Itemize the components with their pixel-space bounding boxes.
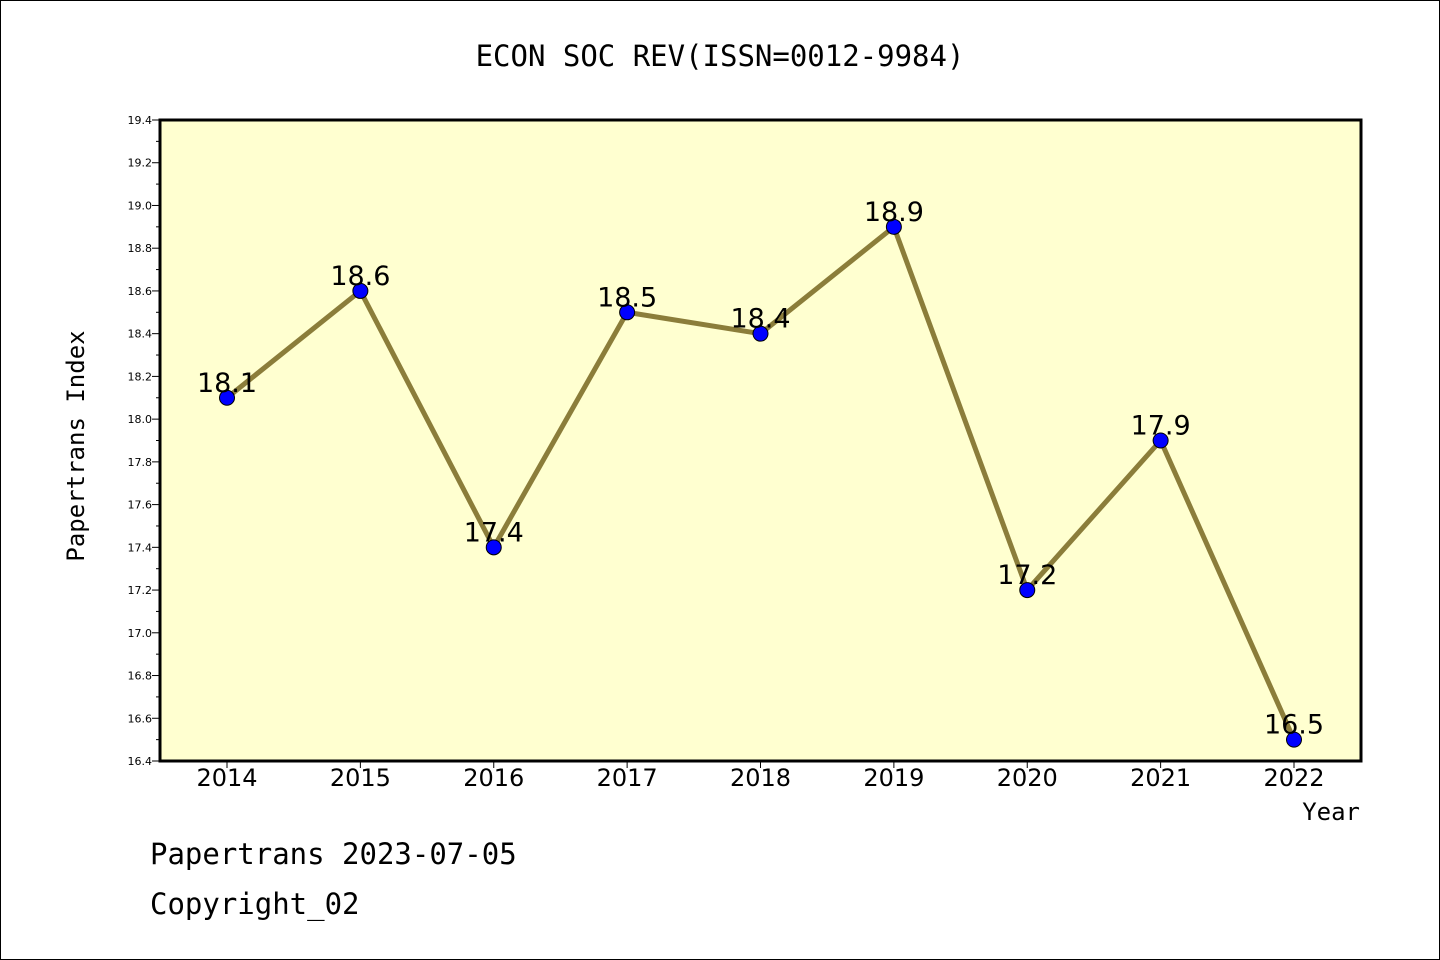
data-labels: 18.1 18.6 17.4 18.5 18.4 18.9 17.2 17.9 16.5 xyxy=(197,197,1324,741)
x-tick-label: 2017 xyxy=(597,764,658,792)
x-tick-label: 2018 xyxy=(730,764,791,792)
data-label: 17.9 xyxy=(1131,411,1191,442)
data-markers xyxy=(219,218,1302,748)
y-tick-label: 16.6 xyxy=(128,712,153,725)
data-label: 18.1 xyxy=(197,368,257,399)
y-tick-label: 17.6 xyxy=(128,499,153,512)
data-label: 18.4 xyxy=(730,304,790,335)
x-axis-label: Year xyxy=(1302,798,1360,826)
y-tick-label: 19.0 xyxy=(128,199,153,212)
data-point xyxy=(1019,582,1036,599)
y-tick-label: 18.0 xyxy=(128,413,153,426)
x-tick-label: 2019 xyxy=(863,764,924,792)
y-tick-label: 17.2 xyxy=(128,584,153,597)
data-label: 18.6 xyxy=(330,261,390,292)
data-point xyxy=(1152,432,1169,449)
y-tick-label: 18.2 xyxy=(128,370,153,383)
x-tick-label: 2021 xyxy=(1130,764,1191,792)
x-axis: 2014 2015 2016 2017 2018 2019 2020 2021 2022 xyxy=(196,761,1325,792)
data-label: 17.4 xyxy=(464,517,524,548)
y-tick-label: 17.0 xyxy=(128,627,153,640)
y-tick-label: 19.4 xyxy=(128,114,153,127)
x-tick-label: 2020 xyxy=(997,764,1058,792)
footer-copyright: Copyright_02 xyxy=(150,887,360,922)
x-tick-label: 2015 xyxy=(330,764,391,792)
y-axis-label: Papertrans Index xyxy=(62,330,90,561)
data-point xyxy=(619,304,636,321)
data-point xyxy=(219,389,235,406)
data-point xyxy=(885,218,902,235)
y-tick-label: 17.8 xyxy=(128,456,153,469)
data-label: 18.9 xyxy=(864,197,924,228)
data-label: 17.2 xyxy=(997,560,1057,591)
chart-title: ECON SOC REV(ISSN=0012-9984) xyxy=(476,39,965,73)
footer-date: Papertrans 2023-07-05 xyxy=(150,837,517,871)
y-tick-label: 19.2 xyxy=(128,157,153,170)
data-point xyxy=(352,282,369,299)
data-label: 16.5 xyxy=(1264,710,1324,741)
x-tick-label: 2014 xyxy=(196,764,257,792)
y-tick-label: 18.4 xyxy=(128,328,153,341)
y-tick-label: 18.8 xyxy=(128,242,153,255)
data-point xyxy=(752,325,769,342)
data-point xyxy=(485,539,502,556)
y-tick-label: 17.4 xyxy=(128,541,153,554)
y-tick-label: 18.6 xyxy=(128,285,153,298)
x-tick-label: 2016 xyxy=(463,764,524,792)
y-axis: 16.4 16.6 16.8 17.0 17.2 17.4 17.6 17.8 18.0 18.2… xyxy=(128,114,160,768)
x-tick-label: 2022 xyxy=(1263,764,1324,792)
data-point xyxy=(1286,731,1302,748)
y-tick-label: 16.4 xyxy=(128,755,153,768)
y-tick-label: 16.8 xyxy=(128,670,153,683)
data-label: 18.5 xyxy=(597,282,657,313)
